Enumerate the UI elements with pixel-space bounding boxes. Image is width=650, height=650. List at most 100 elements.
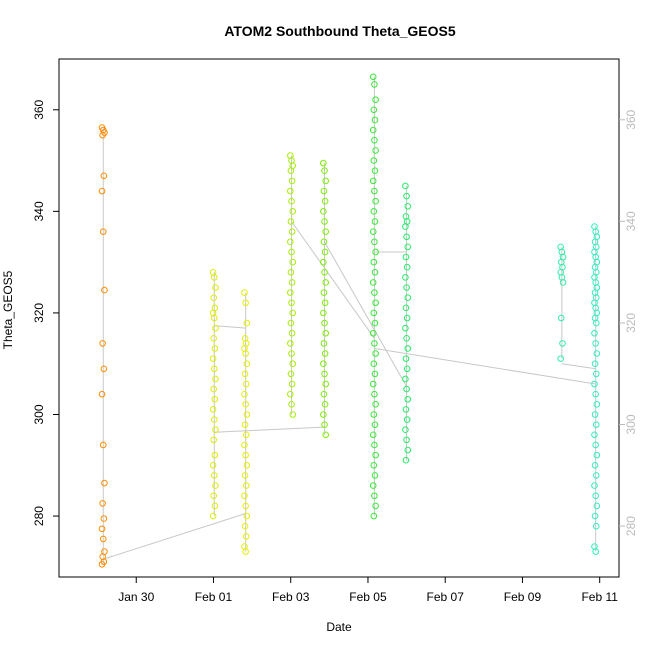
data-point xyxy=(210,335,217,342)
data-point xyxy=(320,411,327,418)
y-tick-label-left: 320 xyxy=(32,303,46,323)
data-point xyxy=(559,279,567,286)
data-point xyxy=(242,502,249,510)
data-point xyxy=(403,416,411,423)
data-point xyxy=(371,116,379,124)
data-point xyxy=(591,461,599,469)
data-point xyxy=(289,309,297,317)
connector-lines xyxy=(102,76,597,565)
data-point xyxy=(210,314,218,322)
data-point xyxy=(404,294,412,301)
data-point xyxy=(320,159,327,167)
data-point xyxy=(99,441,107,449)
data-point xyxy=(370,258,378,266)
data-point xyxy=(371,81,378,88)
data-point xyxy=(322,228,330,235)
data-point xyxy=(372,96,379,103)
data-point xyxy=(289,258,297,266)
connector-line-8 xyxy=(561,363,596,370)
data-point xyxy=(403,284,410,291)
data-point xyxy=(371,340,378,347)
data-point xyxy=(557,314,565,322)
data-point xyxy=(402,324,409,332)
profile-6 xyxy=(402,182,412,464)
data-point xyxy=(559,340,566,347)
data-point xyxy=(371,390,378,398)
data-point xyxy=(209,512,217,520)
data-point xyxy=(591,482,598,489)
x-tick-label: Feb 01 xyxy=(195,590,233,604)
y-tick-label-left: 340 xyxy=(32,201,46,221)
data-point xyxy=(371,492,378,500)
data-point xyxy=(370,157,378,164)
data-point xyxy=(99,131,106,139)
data-point xyxy=(402,253,410,261)
data-point xyxy=(369,329,377,337)
data-point xyxy=(210,365,218,373)
data-point xyxy=(288,177,296,185)
data-point xyxy=(403,192,410,200)
data-point xyxy=(287,167,295,175)
data-point xyxy=(370,512,378,520)
data-point xyxy=(288,401,295,408)
profile-8 xyxy=(591,223,601,555)
data-point xyxy=(210,385,217,393)
data-point xyxy=(242,451,249,459)
data-point xyxy=(592,472,600,479)
data-point xyxy=(289,360,297,368)
connector-line-7 xyxy=(374,347,596,385)
data-point xyxy=(211,451,219,459)
data-point xyxy=(242,380,250,388)
profile-3 xyxy=(287,152,297,418)
data-point xyxy=(372,197,379,205)
data-point xyxy=(593,350,601,357)
x-tick-label: Feb 07 xyxy=(427,590,465,604)
data-point xyxy=(99,535,107,543)
data-point xyxy=(592,390,599,398)
y-tick-label-left: 360 xyxy=(32,99,46,119)
data-point xyxy=(593,502,601,510)
data-point xyxy=(320,258,327,266)
data-point xyxy=(369,279,377,286)
data-point xyxy=(592,340,599,347)
data-point xyxy=(288,279,296,286)
data-point xyxy=(241,289,248,296)
x-tick-label: Feb 09 xyxy=(504,590,542,604)
data-point xyxy=(287,238,294,246)
data-point xyxy=(369,431,377,439)
data-point xyxy=(99,228,107,235)
data-point xyxy=(403,233,410,241)
data-point xyxy=(241,441,248,449)
data-point xyxy=(100,172,108,180)
data-point xyxy=(98,525,106,533)
data-point xyxy=(371,187,378,195)
data-point xyxy=(209,461,217,469)
data-point xyxy=(289,411,297,418)
data-point xyxy=(212,375,219,383)
y-tick-label-right: 360 xyxy=(624,109,638,129)
data-point xyxy=(369,177,377,185)
data-point xyxy=(372,502,379,510)
chart-title: ATOM2 Southbound Theta_GEOS5 xyxy=(224,23,455,39)
data-point xyxy=(592,319,600,327)
data-point xyxy=(322,177,330,185)
data-point xyxy=(402,304,410,312)
data-point xyxy=(242,548,249,555)
data-point xyxy=(372,299,379,307)
x-axis-label: Date xyxy=(326,620,352,634)
data-point xyxy=(241,421,249,428)
x-axis: Jan 30 Feb 01 Feb 03 Feb 05 Feb 07 Feb 09 Feb … xyxy=(118,577,618,604)
data-point xyxy=(402,375,409,383)
data-point xyxy=(591,360,599,368)
data-point xyxy=(593,401,601,408)
data-point xyxy=(242,299,249,307)
data-point xyxy=(210,492,217,500)
data-point xyxy=(403,436,410,444)
connector-line-0 xyxy=(103,513,246,560)
data-point xyxy=(372,248,379,256)
data-point xyxy=(370,106,378,114)
data-point xyxy=(402,426,409,434)
data-point xyxy=(593,451,601,459)
data-point xyxy=(288,228,296,235)
data-point xyxy=(371,441,378,449)
